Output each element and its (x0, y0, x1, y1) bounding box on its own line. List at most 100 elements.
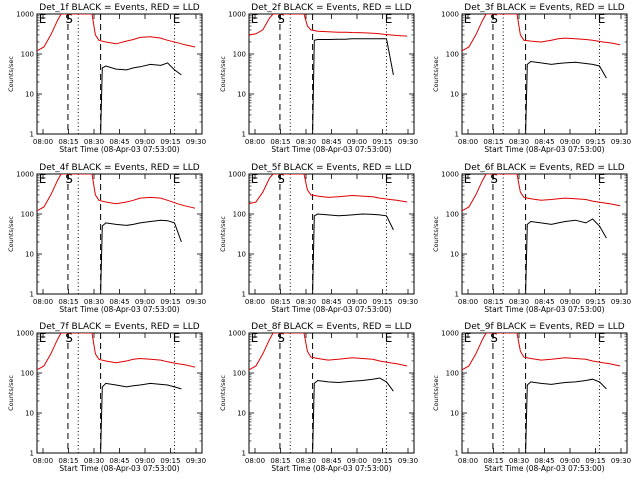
x-tick-label: 09:00 (135, 138, 155, 146)
x-tick-label: 09:15 (585, 457, 605, 465)
y-tick-label: 100 (233, 370, 246, 378)
y-axis-label: Counts/sec (7, 56, 15, 92)
y-tick-label: 1000 (441, 171, 459, 179)
x-tick-label: 09:15 (160, 457, 180, 465)
event-marker-label: S (490, 172, 498, 186)
y-tick-label: 1000 (16, 171, 34, 179)
x-tick-label: 08:30 (509, 457, 529, 465)
x-tick-label: 09:30 (611, 298, 631, 306)
detector-panel-6: Det_6f BLACK = Events, RED = LLD 1 10 100 10… (432, 163, 631, 314)
y-tick-label: 10 (237, 251, 246, 259)
event-marker-label: E (173, 12, 181, 26)
lld-series-line (37, 333, 196, 371)
x-tick-label: 08:15 (483, 457, 503, 465)
x-tick-label: 09:15 (372, 457, 392, 465)
y-tick-label: 100 (21, 370, 34, 378)
event-marker-label: S (277, 172, 285, 186)
event-marker-label: E (251, 331, 259, 345)
event-marker-label: E (39, 12, 47, 26)
events-series-line (525, 378, 607, 453)
x-tick-label: 09:00 (560, 138, 580, 146)
y-tick-label: 1 (30, 450, 34, 458)
x-axis-label: Start Time (08-Apr-03 07:53:00) (271, 464, 391, 473)
x-tick-label: 08:00 (245, 298, 265, 306)
x-tick-label: 08:30 (296, 298, 316, 306)
x-tick-label: 08:00 (458, 298, 478, 306)
event-marker-label: E (385, 172, 393, 186)
x-tick-label: 09:30 (186, 298, 206, 306)
y-tick-label: 1000 (16, 11, 34, 19)
y-tick-label: 10 (450, 410, 459, 418)
x-axis-label: Start Time (08-Apr-03 07:53:00) (271, 145, 391, 154)
x-tick-label: 08:30 (509, 298, 529, 306)
event-marker-label: S (277, 331, 285, 345)
lld-series-line (249, 174, 408, 205)
y-tick-label: 10 (237, 91, 246, 99)
y-tick-label: 100 (21, 211, 34, 219)
y-tick-label: 10 (237, 410, 246, 418)
y-tick-label: 1 (30, 131, 34, 139)
events-series-line (100, 219, 182, 294)
y-tick-label: 1 (455, 131, 459, 139)
y-axis-label: Counts/sec (432, 216, 440, 252)
panel-title: Det_7f BLACK = Events, RED = LLD (39, 322, 199, 332)
events-series-line (312, 377, 394, 453)
y-tick-label: 10 (25, 251, 34, 259)
event-marker-label: E (598, 12, 606, 26)
event-marker-label: E (39, 331, 47, 345)
x-tick-label: 09:15 (372, 138, 392, 146)
x-tick-label: 08:15 (270, 138, 290, 146)
panel-title: Det_5f BLACK = Events, RED = LLD (251, 163, 411, 173)
x-tick-label: 08:30 (84, 138, 104, 146)
x-tick-label: 09:30 (611, 138, 631, 146)
y-axis-label: Counts/sec (7, 375, 15, 411)
y-axis-label: Counts/sec (219, 375, 227, 411)
detector-panel-1: Det_1f BLACK = Events, RED = LLD 1 10 100 10… (7, 3, 206, 154)
event-marker-label: S (277, 12, 285, 26)
y-tick-label: 100 (446, 211, 459, 219)
detector-panel-2: Det_2f BLACK = Events, RED = LLD 1 10 100 10… (219, 3, 418, 154)
x-axis-label: Start Time (08-Apr-03 07:53:00) (59, 145, 179, 154)
x-tick-label: 08:15 (270, 457, 290, 465)
event-marker-label: E (39, 172, 47, 186)
x-tick-label: 08:45 (321, 138, 341, 146)
y-tick-label: 1000 (228, 171, 246, 179)
panel-title: Det_1f BLACK = Events, RED = LLD (39, 3, 199, 13)
event-marker-label: S (490, 331, 498, 345)
x-tick-label: 09:00 (560, 457, 580, 465)
event-marker-label: E (251, 12, 259, 26)
x-tick-label: 08:45 (534, 138, 554, 146)
x-axis-label: Start Time (08-Apr-03 07:53:00) (484, 145, 604, 154)
plot-frame (36, 173, 203, 295)
x-axis-label: Start Time (08-Apr-03 07:53:00) (484, 305, 604, 314)
plot-frame (36, 13, 203, 135)
x-tick-label: 09:00 (347, 298, 367, 306)
event-marker-label: E (385, 331, 393, 345)
y-tick-label: 10 (450, 91, 459, 99)
plot-frame (461, 173, 628, 295)
plot-frame (248, 332, 415, 454)
y-tick-label: 1 (242, 131, 246, 139)
event-marker-label: E (173, 331, 181, 345)
events-series-line (100, 62, 182, 134)
x-tick-label: 09:00 (135, 298, 155, 306)
x-tick-label: 08:45 (109, 457, 129, 465)
y-tick-label: 10 (25, 91, 34, 99)
x-tick-label: 09:30 (398, 138, 418, 146)
lld-series-line (249, 14, 408, 37)
x-tick-label: 08:45 (534, 298, 554, 306)
x-tick-label: 08:00 (458, 457, 478, 465)
y-tick-label: 100 (446, 51, 459, 59)
panel-title: Det_2f BLACK = Events, RED = LLD (251, 3, 411, 13)
events-series-line (312, 213, 394, 294)
panel-title: Det_4f BLACK = Events, RED = LLD (39, 163, 199, 173)
y-axis-label: Counts/sec (432, 375, 440, 411)
y-tick-label: 1 (455, 291, 459, 299)
x-tick-label: 09:15 (160, 298, 180, 306)
y-tick-label: 1 (242, 450, 246, 458)
x-tick-label: 08:30 (296, 138, 316, 146)
detector-panel-8: Det_8f BLACK = Events, RED = LLD 1 10 100 10… (219, 322, 418, 473)
detector-panel-9: Det_9f BLACK = Events, RED = LLD 1 10 100 10… (432, 322, 631, 473)
x-tick-label: 08:00 (33, 457, 53, 465)
events-series-line (525, 218, 607, 294)
